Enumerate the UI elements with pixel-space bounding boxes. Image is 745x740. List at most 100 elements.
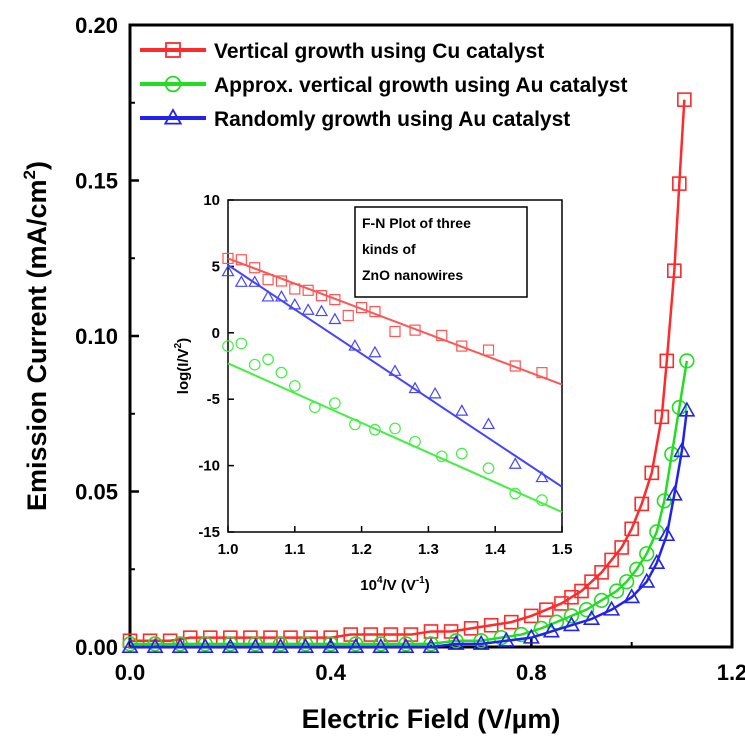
main-data-point	[673, 441, 691, 458]
inset-data-point	[535, 470, 549, 483]
main-data-point	[383, 627, 399, 642]
main-data-point	[197, 636, 213, 652]
inset-data-point	[456, 340, 468, 352]
main-data-point	[667, 263, 682, 278]
inset-data-point	[349, 418, 361, 431]
main-data-point	[524, 608, 539, 624]
inset-data-point	[288, 380, 301, 392]
main-data-point	[638, 572, 656, 588]
main-data-point	[473, 633, 489, 649]
inset-data-point	[308, 401, 321, 414]
inset-y-tick-label: 5	[212, 258, 220, 275]
legend-swatch-marker	[165, 42, 181, 58]
main-data-point	[678, 401, 696, 417]
inset-data-point	[315, 290, 328, 302]
legend: Vertical growth using Cu catalyst Approx.…	[140, 40, 627, 131]
main-data-point	[447, 634, 465, 650]
main-data-point	[563, 608, 580, 624]
inset-x-tick-label: 1.0	[218, 541, 239, 558]
inset-x-tick-label: 1.4	[485, 541, 507, 558]
inset-data-point	[356, 301, 368, 314]
main-data-point	[659, 353, 675, 369]
main-data-point	[562, 616, 580, 632]
main-data-point	[247, 636, 264, 652]
inset-data-point	[388, 364, 402, 376]
inset-data-point	[274, 289, 288, 302]
main-data-point	[347, 637, 365, 654]
main-data-point	[297, 637, 315, 654]
inset-data-point	[368, 345, 382, 358]
main-y-tick-label: 0.15	[75, 169, 118, 194]
inset-x-tick-label: 1.2	[351, 541, 372, 558]
inset-series-layer	[221, 252, 563, 513]
main-data-point	[363, 627, 379, 642]
main-data-point	[472, 634, 490, 650]
inset-data-point	[329, 397, 341, 410]
main-data-point	[664, 446, 680, 462]
main-series-line	[130, 410, 689, 649]
main-data-point	[623, 588, 641, 604]
main-x-tick-label: 0.4	[315, 660, 346, 685]
inset-data-point	[221, 264, 235, 277]
main-data-point	[297, 636, 314, 652]
inset-data-point	[261, 289, 275, 302]
inset-data-point	[436, 329, 448, 342]
main-data-point	[665, 485, 683, 501]
inset-data-point	[234, 275, 248, 287]
inset-data-point	[409, 435, 421, 448]
inset-data-point	[248, 358, 261, 371]
inset-data-point	[536, 367, 548, 379]
inset-data-point	[301, 303, 315, 315]
main-data-point	[246, 637, 264, 654]
main-data-point	[448, 633, 464, 649]
inset-series-circle	[222, 337, 563, 513]
inset-note-box	[354, 206, 528, 298]
main-data-point	[171, 637, 189, 654]
main-data-point	[423, 636, 439, 652]
inset-data-point	[249, 262, 261, 274]
main-data-point	[422, 637, 440, 654]
inset-data-point	[508, 457, 522, 469]
inset-data-point	[408, 381, 422, 394]
main-y-tick-label: 0.00	[75, 635, 118, 660]
main-data-point	[648, 553, 666, 570]
main-data-point	[271, 637, 290, 654]
inset-data-point	[428, 386, 442, 399]
main-data-point	[594, 565, 609, 580]
inset-data-point	[482, 462, 495, 475]
inset-data-point	[235, 254, 247, 266]
inset-data-point	[222, 252, 234, 265]
inset-note-line-3: ZnO nanowires	[362, 267, 463, 283]
main-data-point	[583, 609, 601, 626]
inset-data-point	[389, 422, 401, 435]
legend-item: Approx. vertical growth using Au catalys…	[140, 74, 627, 97]
inset-x-axis: 1.0 1.1 1.2 1.3 1.4 1.5	[218, 526, 572, 558]
inset-data-point	[389, 325, 401, 338]
main-data-point	[603, 600, 621, 616]
inset-data-point	[435, 450, 448, 463]
main-series-layer	[121, 92, 696, 654]
inset-data-point	[248, 275, 262, 287]
main-x-tick-label: 0.8	[516, 660, 547, 685]
main-data-point	[172, 636, 188, 652]
main-data-point	[574, 583, 589, 599]
inset-data-point	[455, 447, 468, 460]
main-data-point	[624, 521, 639, 537]
inset-note-line-2: kinds of	[362, 241, 416, 257]
inset-data-point	[262, 353, 274, 366]
inset-note-line-1: F-N Plot of three	[362, 215, 471, 231]
inset-y-tick-label: 10	[203, 192, 220, 209]
main-data-point	[372, 637, 390, 654]
inset-data-point	[482, 344, 495, 356]
inset-fit-line	[227, 257, 563, 386]
legend-swatch-marker	[164, 75, 182, 93]
inset-data-point	[235, 337, 248, 350]
inset-data-point	[262, 274, 274, 286]
inset-data-point	[222, 340, 234, 352]
main-data-point	[322, 637, 340, 654]
inset-fit-line	[227, 362, 563, 513]
inset-data-point	[481, 417, 496, 430]
main-data-point	[578, 602, 595, 618]
main-data-point	[503, 614, 519, 630]
